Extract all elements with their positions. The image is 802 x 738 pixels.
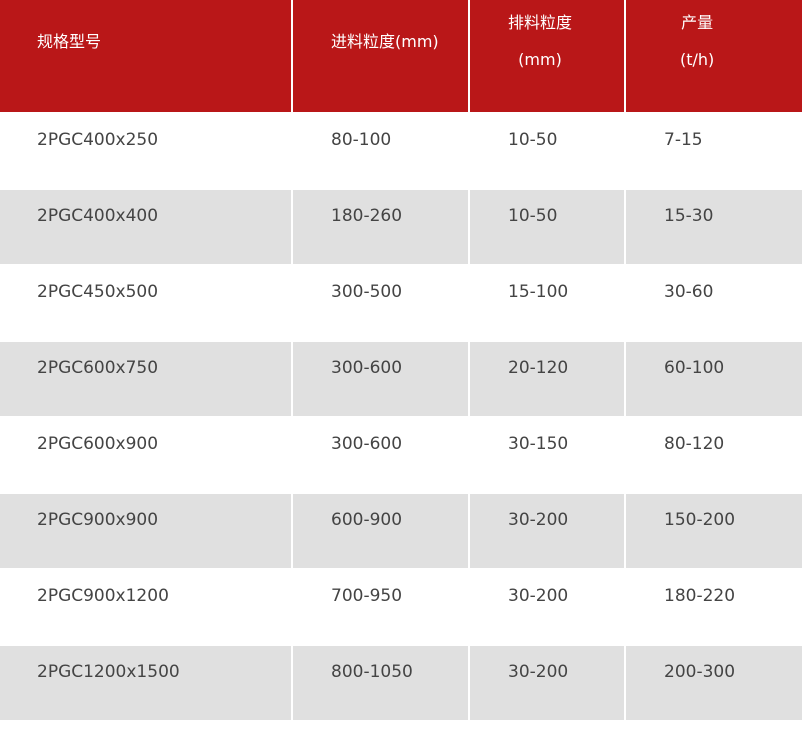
cell-feed-size: 300-600	[293, 340, 468, 416]
cell-capacity: 7-15	[626, 112, 802, 188]
cell-model: 2PGC900x900	[0, 492, 291, 568]
cell-discharge-size: 30-200	[470, 644, 624, 720]
header-feed-size: 进料粒度(mm)	[293, 0, 468, 112]
table-row: 2PGC900x1200 700-950 30-200 180-220	[0, 568, 802, 644]
cell-feed-size: 800-1050	[293, 644, 468, 720]
cell-model: 2PGC450x500	[0, 264, 291, 340]
cell-capacity: 180-220	[626, 568, 802, 644]
cell-discharge-size: 10-50	[470, 188, 624, 264]
cell-feed-size: 700-950	[293, 568, 468, 644]
header-label: 排料粒度	[508, 13, 573, 32]
cell-model: 2PGC1200x1500	[0, 644, 291, 720]
table-row: 2PGC400x400 180-260 10-50 15-30	[0, 188, 802, 264]
header-model: 规格型号	[0, 0, 291, 112]
table-row: 2PGC1200x1500 800-1050 30-200 200-300	[0, 644, 802, 720]
cell-discharge-size: 30-200	[470, 568, 624, 644]
cell-capacity: 150-200	[626, 492, 802, 568]
cell-feed-size: 180-260	[293, 188, 468, 264]
cell-discharge-size: 20-120	[470, 340, 624, 416]
spec-table: 规格型号 进料粒度(mm) 排料粒度 (mm) 产量 (t/h) 2PGC400x2…	[0, 0, 802, 720]
header-label: 进料粒度(mm)	[331, 32, 439, 51]
cell-feed-size: 600-900	[293, 492, 468, 568]
cell-discharge-size: 15-100	[470, 264, 624, 340]
table-row: 2PGC600x900 300-600 30-150 80-120	[0, 416, 802, 492]
cell-model: 2PGC900x1200	[0, 568, 291, 644]
header-unit: (mm)	[518, 50, 562, 69]
header-label: 产量	[681, 13, 714, 32]
table-row: 2PGC450x500 300-500 15-100 30-60	[0, 264, 802, 340]
cell-model: 2PGC600x900	[0, 416, 291, 492]
cell-capacity: 200-300	[626, 644, 802, 720]
cell-discharge-size: 30-150	[470, 416, 624, 492]
table-row: 2PGC900x900 600-900 30-200 150-200	[0, 492, 802, 568]
table-row: 2PGC600x750 300-600 20-120 60-100	[0, 340, 802, 416]
header-row: 规格型号 进料粒度(mm) 排料粒度 (mm) 产量 (t/h)	[0, 0, 802, 112]
cell-capacity: 30-60	[626, 264, 802, 340]
cell-model: 2PGC600x750	[0, 340, 291, 416]
cell-discharge-size: 30-200	[470, 492, 624, 568]
cell-capacity: 60-100	[626, 340, 802, 416]
cell-capacity: 15-30	[626, 188, 802, 264]
cell-feed-size: 300-500	[293, 264, 468, 340]
cell-capacity: 80-120	[626, 416, 802, 492]
header-capacity: 产量 (t/h)	[626, 0, 802, 112]
cell-discharge-size: 10-50	[470, 112, 624, 188]
cell-model: 2PGC400x250	[0, 112, 291, 188]
cell-model: 2PGC400x400	[0, 188, 291, 264]
table-row: 2PGC400x250 80-100 10-50 7-15	[0, 112, 802, 188]
header-discharge-size: 排料粒度 (mm)	[470, 0, 624, 112]
header-unit: (t/h)	[680, 50, 715, 69]
header-label: 规格型号	[37, 32, 102, 51]
cell-feed-size: 80-100	[293, 112, 468, 188]
cell-feed-size: 300-600	[293, 416, 468, 492]
